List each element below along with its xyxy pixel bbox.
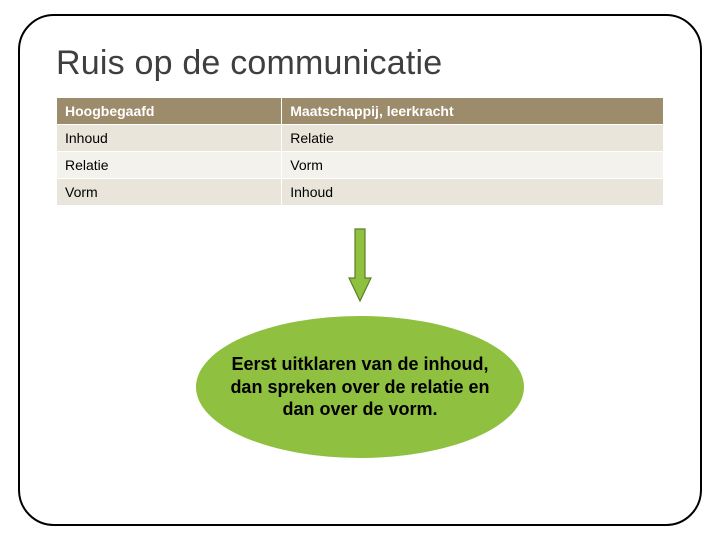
comparison-table: Hoogbegaafd Maatschappij, leerkracht Inh… xyxy=(56,97,664,206)
table-header-cell: Hoogbegaafd xyxy=(57,98,282,125)
arrow-container xyxy=(56,228,664,302)
down-arrow-icon xyxy=(348,228,372,302)
table-cell: Inhoud xyxy=(57,125,282,152)
table-cell: Inhoud xyxy=(282,179,664,206)
table-header-cell: Maatschappij, leerkracht xyxy=(282,98,664,125)
slide-frame: Ruis op de communicatie Hoogbegaafd Maat… xyxy=(18,14,702,526)
table-header-row: Hoogbegaafd Maatschappij, leerkracht xyxy=(57,98,664,125)
table-body: Inhoud Relatie Relatie Vorm Vorm Inhoud xyxy=(57,125,664,206)
slide-title: Ruis op de communicatie xyxy=(56,44,664,83)
table-row: Relatie Vorm xyxy=(57,152,664,179)
arrow-path xyxy=(349,229,371,301)
table-row: Vorm Inhoud xyxy=(57,179,664,206)
table-cell: Vorm xyxy=(282,152,664,179)
ellipse-container: Eerst uitklaren van de inhoud, dan sprek… xyxy=(56,316,664,458)
table-cell: Relatie xyxy=(282,125,664,152)
conclusion-text: Eerst uitklaren van de inhoud, dan sprek… xyxy=(227,353,493,421)
conclusion-ellipse: Eerst uitklaren van de inhoud, dan sprek… xyxy=(196,316,524,458)
table-cell: Vorm xyxy=(57,179,282,206)
table-cell: Relatie xyxy=(57,152,282,179)
table-row: Inhoud Relatie xyxy=(57,125,664,152)
